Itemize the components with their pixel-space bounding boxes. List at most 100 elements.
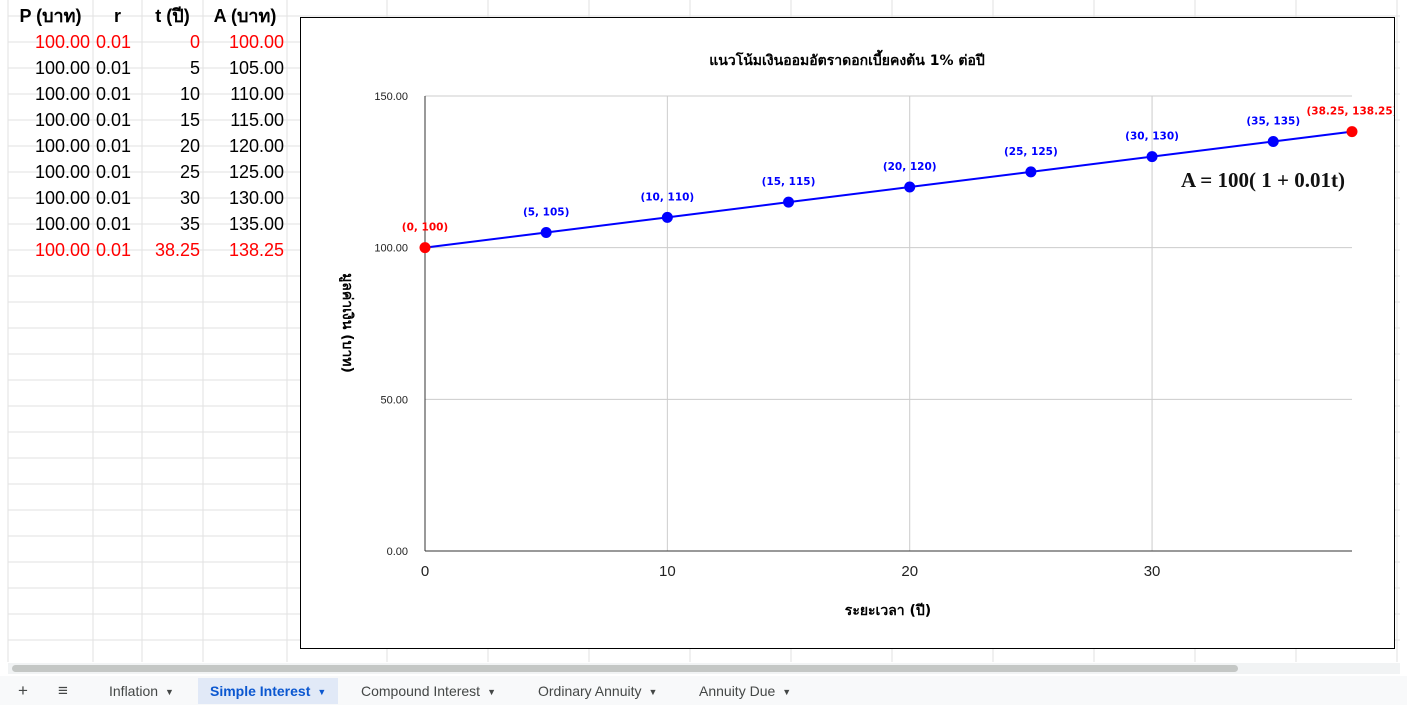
cell-r[interactable]: 0.01	[96, 162, 132, 182]
data-label: (25, 125)	[1004, 146, 1058, 158]
cell-r[interactable]: 0.01	[96, 188, 132, 208]
data-point	[1025, 166, 1037, 178]
cell-p[interactable]: 100.00	[34, 188, 90, 208]
cell-p[interactable]: 100.00	[34, 58, 90, 78]
data-label: (0, 100)	[402, 222, 448, 234]
tab-annuity-due[interactable]: Annuity Due ▼	[687, 678, 803, 704]
cell-a[interactable]: 105.00	[228, 58, 284, 78]
data-point	[783, 196, 795, 208]
data-point	[1346, 126, 1358, 138]
cell-r[interactable]: 0.01	[96, 32, 132, 52]
cell-p[interactable]: 100.00	[34, 162, 90, 182]
tab-inflation[interactable]: Inflation ▼	[97, 678, 186, 704]
table-row: 100.00 0.01 20 120.00	[8, 133, 1407, 159]
cell-a[interactable]: 135.00	[228, 214, 284, 234]
table-row: 100.00 0.01 5 105.00	[8, 55, 1407, 81]
dropdown-caret-icon[interactable]: ▼	[487, 687, 496, 697]
data-point	[661, 211, 673, 223]
cell-a[interactable]: 125.00	[228, 162, 284, 182]
tab-label: Annuity Due	[699, 683, 776, 699]
data-point	[419, 242, 431, 254]
x-axis-label: ระยะเวลา (ปี)	[845, 603, 931, 619]
data-label: (15, 115)	[762, 176, 816, 188]
cell-r[interactable]: 0.01	[96, 84, 132, 104]
cell-p[interactable]: 100.00	[34, 84, 90, 104]
chart-container[interactable]: แนวโน้มเงินออมอัตราดอกเบี้ยคงต้น 1% ต่อป…	[300, 17, 1395, 649]
dropdown-caret-icon[interactable]: ▼	[648, 687, 658, 697]
cell-r[interactable]: 0.01	[96, 214, 132, 234]
table-row: 100.00 0.01 25 125.00	[8, 159, 1407, 185]
cell-r[interactable]: 0.01	[96, 110, 132, 130]
spreadsheet-grid[interactable]: P (บาท) r t (ปี) A (บาท) 100.00 0.01 0 100.00 10…	[0, 0, 1407, 662]
cell-a[interactable]: 138.25	[228, 240, 284, 260]
header-cell[interactable]: A (บาท)	[213, 6, 277, 26]
table-row: 100.00 0.01 35 135.00	[8, 211, 1407, 237]
dropdown-caret-icon[interactable]: ▼	[782, 687, 792, 697]
scrollbar-thumb[interactable]	[12, 665, 1238, 672]
data-label: (5, 105)	[523, 207, 569, 219]
data-point	[904, 181, 916, 193]
cell-t[interactable]: 38.25	[154, 240, 200, 260]
tab-label: Ordinary Annuity	[538, 683, 642, 699]
cell-r[interactable]: 0.01	[96, 136, 132, 156]
data-point	[1267, 136, 1279, 147]
table-row: 100.00 0.01 10 110.00	[8, 81, 1407, 107]
cell-t[interactable]: 0	[189, 32, 200, 52]
all-sheets-menu-icon[interactable]: ≡	[58, 681, 68, 700]
data-point	[1146, 151, 1158, 163]
cell-a[interactable]: 115.00	[230, 110, 284, 130]
y-tick-label: 0.00	[387, 546, 408, 558]
cell-r[interactable]: 0.01	[96, 58, 132, 78]
tab-simple-interest[interactable]: Simple Interest ▼	[198, 678, 339, 704]
cell-a[interactable]: 120.00	[228, 136, 284, 156]
data-label: (30, 130)	[1125, 131, 1179, 143]
x-tick-label: 20	[901, 563, 918, 580]
x-tick-label: 10	[659, 563, 676, 580]
dropdown-caret-icon[interactable]: ▼	[317, 687, 327, 697]
formula-annotation: A = 100( 1 + 0.01t)	[1181, 168, 1345, 192]
cell-p[interactable]: 100.00	[34, 136, 90, 156]
add-sheet-icon[interactable]: +	[18, 681, 28, 700]
cell-p[interactable]: 100.00	[34, 240, 90, 260]
cell-t[interactable]: 15	[179, 110, 200, 130]
header-row: P (บาท) r t (ปี) A (บาท)	[8, 3, 1407, 29]
horizontal-scrollbar[interactable]	[8, 663, 1400, 674]
table-row: 100.00 0.01 0 100.00	[8, 29, 1407, 55]
cell-t[interactable]: 10	[179, 84, 200, 104]
x-tick-label: 0	[421, 563, 429, 580]
cell-r[interactable]: 0.01	[96, 240, 132, 260]
cell-a[interactable]: 100.00	[228, 32, 284, 52]
y-tick-label: 150.00	[374, 91, 408, 103]
tab-label: Inflation	[109, 683, 159, 699]
cell-a[interactable]: 130.00	[228, 188, 284, 208]
tab-label: Simple Interest	[210, 683, 311, 699]
header-cell[interactable]: r	[113, 6, 121, 26]
cell-p[interactable]: 100.00	[34, 110, 90, 130]
cell-t[interactable]: 35	[179, 214, 200, 234]
data-label: (38.25, 138.25)	[1307, 106, 1394, 118]
y-tick-label: 50.00	[380, 394, 408, 406]
data-label: (35, 135)	[1246, 116, 1300, 128]
data-point	[540, 227, 552, 238]
y-axis-label: มูลค่าเงิน (บาท)	[339, 273, 355, 373]
tab-ordinary-annuity[interactable]: Ordinary Annuity ▼	[526, 678, 669, 704]
x-tick-label: 30	[1144, 563, 1161, 580]
header-cell[interactable]: P (บาท)	[19, 6, 82, 26]
cell-t[interactable]: 25	[179, 162, 200, 182]
cell-t[interactable]: 5	[189, 58, 200, 78]
chart-title: แนวโน้มเงินออมอัตราดอกเบี้ยคงต้น 1% ต่อป…	[709, 49, 985, 69]
cell-a[interactable]: 110.00	[230, 84, 284, 104]
cell-p[interactable]: 100.00	[34, 32, 90, 52]
tab-compound-interest[interactable]: Compound Interest ▼	[349, 678, 508, 704]
dropdown-caret-icon[interactable]: ▼	[165, 687, 174, 697]
table-row: 100.00 0.01 30 130.00	[8, 185, 1407, 211]
cell-t[interactable]: 20	[179, 136, 200, 156]
tab-label: Compound Interest	[361, 683, 481, 699]
data-label: (20, 120)	[883, 161, 937, 173]
cell-p[interactable]: 100.00	[34, 214, 90, 234]
y-tick-label: 100.00	[374, 243, 408, 255]
table-row: 100.00 0.01 15 115.00	[8, 107, 1407, 133]
table-row: 100.00 0.01 38.25 138.25	[8, 237, 1407, 263]
header-cell[interactable]: t (ปี)	[155, 6, 190, 26]
cell-t[interactable]: 30	[179, 188, 200, 208]
